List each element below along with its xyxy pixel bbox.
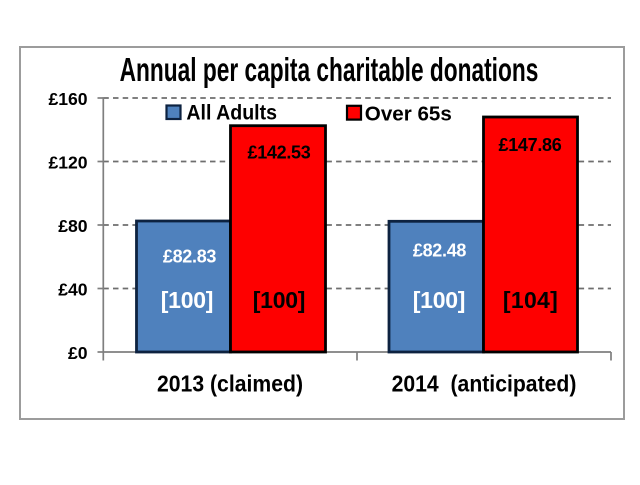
svg-text:Over 65s: Over 65s: [365, 103, 452, 125]
svg-text:All Adults: All Adults: [186, 102, 277, 125]
svg-text:£82.83: £82.83: [163, 247, 217, 267]
svg-text:£0: £0: [68, 343, 88, 363]
svg-text:£120: £120: [48, 152, 87, 172]
svg-text:[100]: [100]: [253, 287, 305, 313]
svg-text:2014 (anticipated): 2014 (anticipated): [392, 370, 577, 396]
svg-text:[104]: [104]: [503, 287, 558, 313]
svg-text:£142.53: £142.53: [248, 143, 311, 163]
svg-text:£40: £40: [58, 279, 88, 299]
svg-text:[100]: [100]: [161, 287, 213, 313]
svg-text:£160: £160: [48, 89, 87, 109]
svg-text:2013 (claimed): 2013 (claimed): [157, 370, 303, 396]
svg-text:£147.86: £147.86: [499, 135, 562, 155]
svg-text:Annual per capita charitable d: Annual per capita charitable donations: [120, 52, 539, 89]
svg-text:[100]: [100]: [413, 287, 465, 313]
svg-text:£80: £80: [58, 216, 88, 236]
svg-text:£82.48: £82.48: [413, 240, 467, 260]
